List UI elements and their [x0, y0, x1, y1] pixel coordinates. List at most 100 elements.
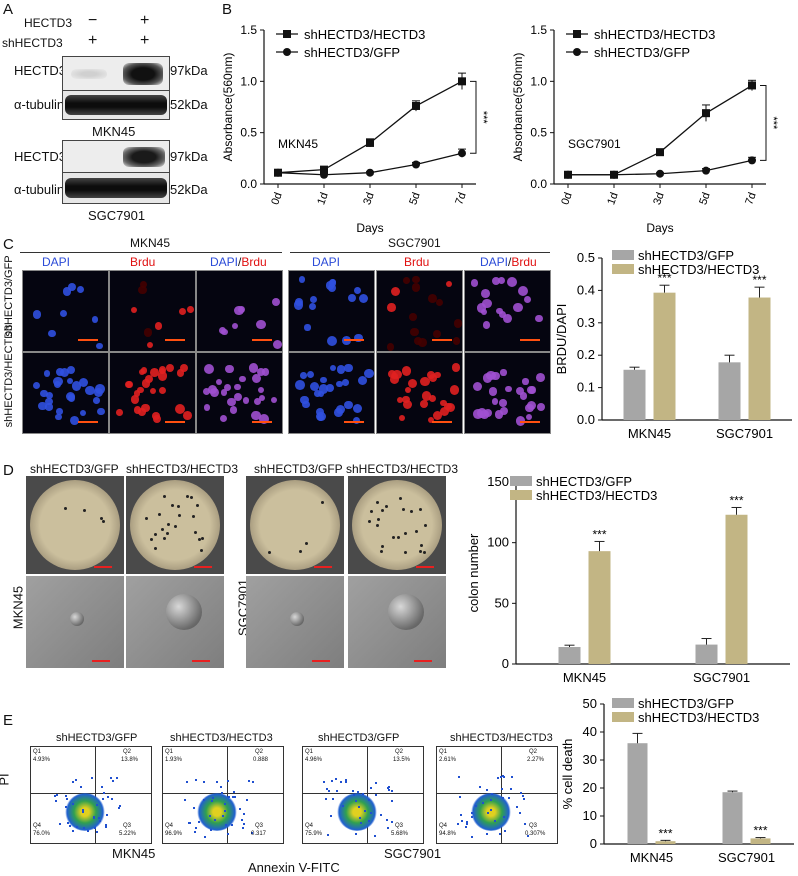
cell-nucleus	[141, 379, 151, 388]
legend-swatch	[612, 250, 634, 260]
event-dot	[458, 796, 461, 799]
column-label: shHECTD3/HECTD3	[170, 732, 273, 744]
y-tick-label: 10	[583, 808, 597, 823]
event-dot	[386, 827, 389, 830]
y-tick-label: 50	[583, 696, 597, 711]
cell-nucleus	[433, 330, 441, 339]
legend-label: shHECTD3/HECTD3	[304, 27, 425, 42]
data-point	[656, 169, 664, 178]
x-tick-label: 0d	[559, 191, 574, 207]
quadrant-value: 5.68%	[391, 831, 409, 837]
cell-nucleus	[302, 400, 310, 409]
event-dot	[327, 790, 330, 793]
event-dot	[325, 787, 328, 790]
cell-nucleus	[505, 385, 512, 393]
event-dot	[224, 824, 227, 827]
cell-nucleus	[310, 295, 318, 304]
group-label: SGC7901	[388, 236, 441, 250]
quadrant-value: 0.307%	[525, 831, 546, 837]
significance-label: ***	[657, 271, 671, 285]
cell-nucleus	[65, 391, 75, 401]
cell-nucleus	[159, 366, 167, 374]
event-dot	[457, 822, 460, 825]
event-dot	[91, 777, 94, 780]
western-blot-tubulin	[62, 90, 170, 120]
blot-kda-label: 97kDa	[170, 149, 208, 164]
event-dot	[508, 797, 511, 800]
event-dot	[490, 793, 493, 796]
x-tick-label: 7d	[453, 191, 468, 207]
cell-nucleus	[258, 414, 269, 425]
scale-bar	[78, 421, 98, 423]
data-point	[748, 81, 756, 90]
y-tick-label: 1.5	[240, 23, 257, 37]
colony-dot	[377, 518, 381, 522]
channel-label-brdu: Brdu	[404, 255, 430, 269]
cell-nucleus	[242, 396, 250, 404]
bar	[750, 838, 771, 844]
event-dot	[95, 804, 98, 807]
data-point	[610, 170, 618, 179]
event-dot	[98, 817, 101, 820]
cell-nucleus	[398, 414, 405, 421]
quadrant-value: Q3	[123, 823, 132, 829]
x-tick-label: 3d	[651, 191, 666, 207]
cell-nucleus	[320, 376, 327, 384]
cell-nucleus	[488, 387, 498, 396]
event-dot	[370, 786, 373, 789]
colony-dot	[185, 495, 189, 499]
cell-nucleus	[314, 389, 321, 397]
colony-dot	[201, 537, 204, 541]
cell-nucleus	[471, 279, 479, 287]
cell-nucleus	[224, 384, 231, 392]
event-dot	[94, 827, 97, 830]
y-tick-label: 0	[502, 656, 509, 671]
colony-dot	[194, 531, 198, 535]
event-dot	[228, 795, 231, 798]
y-tick-label: 0.5	[240, 126, 257, 140]
cell-nucleus	[334, 407, 343, 417]
event-dot	[369, 812, 372, 815]
cell-nucleus	[138, 285, 147, 294]
event-dot	[336, 790, 339, 793]
legend-swatch	[612, 264, 634, 274]
panel-b-label: B	[222, 1, 233, 18]
cell-nucleus	[318, 384, 329, 394]
event-dot	[478, 785, 481, 788]
microscopy-tile	[464, 270, 551, 352]
colony-dot	[367, 519, 371, 523]
colony-dot	[375, 500, 379, 504]
scale-bar	[314, 566, 332, 568]
y-tick-label: 0.1	[577, 380, 595, 395]
panel-a-label: A	[3, 1, 14, 18]
cell-nucleus	[327, 283, 337, 293]
colony-dot	[398, 497, 402, 501]
event-dot	[252, 780, 255, 783]
significance-label: ***	[658, 826, 672, 840]
event-dot	[66, 798, 69, 801]
scale-bar	[432, 421, 452, 423]
quadrant-value: 0.888	[253, 757, 269, 763]
cell-nucleus	[404, 386, 412, 394]
quadrant-value: Q3	[395, 823, 404, 829]
shhectd3-row-label: shHECTD3	[2, 36, 63, 50]
cell-nucleus	[221, 328, 228, 336]
cell-nucleus	[329, 279, 337, 287]
cell-nucleus	[183, 411, 192, 420]
cell-nucleus	[507, 277, 517, 288]
event-dot	[367, 819, 370, 822]
event-dot	[470, 811, 473, 814]
cell-nucleus	[407, 379, 417, 389]
cell-nucleus	[59, 367, 70, 378]
bar	[718, 362, 741, 420]
event-dot	[185, 781, 188, 784]
cell-nucleus	[71, 381, 82, 392]
cell-nucleus	[309, 381, 319, 392]
bar	[722, 792, 743, 844]
quadrant-value: Q4	[165, 823, 174, 829]
legend-marker	[283, 30, 291, 38]
cell-nucleus	[137, 386, 144, 394]
quadrant-value: 94.8%	[439, 831, 457, 837]
facs-scatter-plot: Q1 4.96% Q2 13.5% Q4 75.9% Q3 5.68%	[302, 746, 424, 844]
cell-line-label: SGC7901	[88, 208, 146, 223]
